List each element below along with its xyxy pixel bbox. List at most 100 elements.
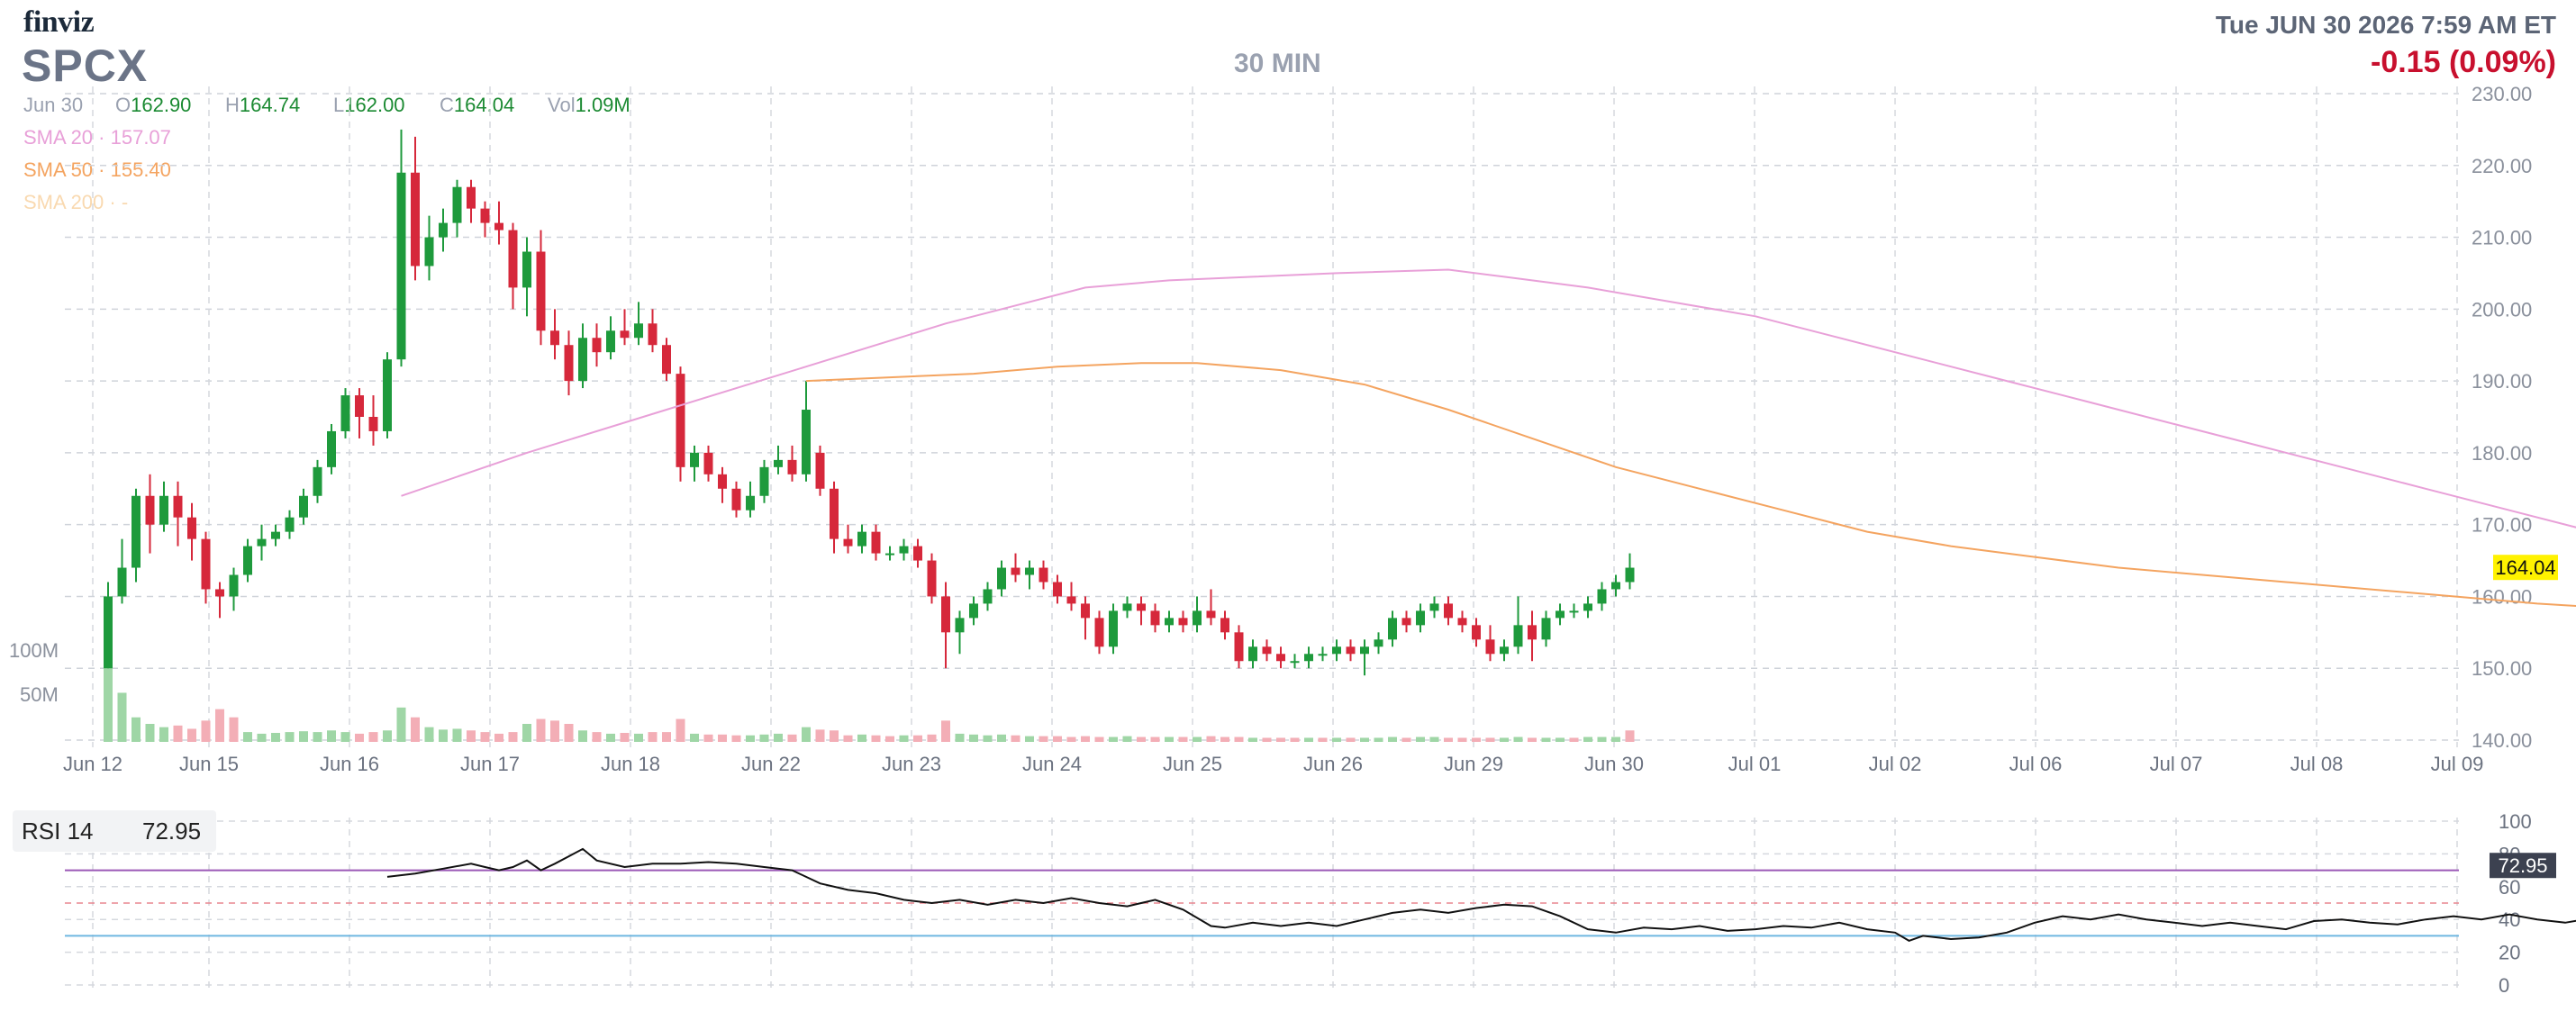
volume-bar: [1416, 736, 1425, 742]
candle-body: [830, 488, 839, 539]
price-axis-label: 170.00: [2472, 514, 2532, 537]
candle-body: [564, 345, 574, 382]
volume-bar: [746, 735, 755, 742]
candle-body: [843, 538, 853, 547]
datetime-label: Tue JUN 30 2026 7:59 AM ET: [2215, 11, 2556, 39]
volume-bar: [1513, 736, 1523, 742]
volume-bar: [1318, 737, 1328, 742]
date-axis-label: Jun 15: [179, 753, 239, 775]
volume-bar: [899, 735, 909, 742]
candle-body: [215, 589, 224, 597]
volume-axis-label: 100M: [9, 639, 59, 662]
candle-body: [522, 251, 531, 288]
volume-bar: [1583, 736, 1592, 742]
candle-body: [1416, 610, 1425, 626]
price-axis-label: 140.00: [2472, 729, 2532, 752]
candle-body: [173, 495, 183, 518]
candle-body: [1276, 654, 1285, 662]
volume-bar: [368, 732, 378, 742]
sma200-legend[interactable]: SMA 200 · -: [23, 191, 129, 213]
candle-body: [1429, 603, 1439, 611]
volume-bar: [1444, 737, 1453, 742]
date-axis-label: Jun 23: [882, 753, 941, 775]
candle-body: [983, 589, 993, 604]
volume-bar: [173, 725, 183, 742]
candle-body: [327, 430, 336, 467]
volume-bar: [941, 720, 950, 742]
volume-bar: [969, 734, 978, 742]
volume-bar: [439, 729, 448, 742]
timeframe-label[interactable]: 30 MIN: [1234, 49, 1321, 78]
volume-bar: [913, 735, 922, 742]
volume-bar: [522, 724, 531, 742]
price-axis-label: 200.00: [2472, 298, 2532, 321]
candle-body: [132, 495, 141, 568]
candle-body: [1011, 567, 1020, 575]
price-axis-label: 150.00: [2472, 657, 2532, 680]
volume-bar: [1388, 736, 1397, 742]
candle-body: [718, 474, 727, 489]
volume-bar: [1109, 736, 1118, 742]
volume-bar: [955, 733, 965, 742]
price-axis-label: 220.00: [2472, 155, 2532, 177]
rsi-last-badge: [2490, 853, 2556, 879]
candle-body: [243, 546, 252, 575]
last-price-label: 164.04: [2495, 556, 2555, 579]
candle-body: [1597, 589, 1607, 604]
candle-body: [1248, 646, 1257, 662]
volume-bar: [480, 732, 490, 742]
volume-bar: [1304, 737, 1313, 742]
volume-bar: [1248, 737, 1257, 742]
candle-body: [1583, 603, 1592, 611]
rsi-last-label: 72.95: [2498, 854, 2547, 877]
sma20-legend[interactable]: SMA 20 · 157.07: [23, 126, 171, 149]
candle-body: [159, 495, 168, 525]
rsi-axis-label: 0: [2499, 974, 2509, 997]
date-axis-label: Jun 12: [63, 753, 122, 775]
volume-bar: [1360, 737, 1369, 742]
candle-body: [1611, 582, 1620, 590]
price-axis-label: 190.00: [2472, 370, 2532, 393]
candle-body: [662, 345, 671, 375]
volume-bar: [1401, 737, 1411, 742]
finviz-logo[interactable]: finviz: [23, 5, 95, 39]
candle-body: [1094, 618, 1104, 647]
volume-bar: [718, 734, 727, 742]
candle-body: [899, 546, 909, 554]
volume-bar: [1025, 736, 1034, 742]
candle-body: [592, 338, 602, 353]
price-axis-label: 230.00: [2472, 83, 2532, 105]
date-axis-label: Jun 16: [320, 753, 379, 775]
candle-body: [703, 452, 713, 474]
volume-bar: [1193, 736, 1202, 742]
candle-body: [731, 488, 741, 511]
candle-body: [802, 410, 811, 474]
date-axis-label: Jul 08: [2290, 753, 2344, 775]
volume-bar: [927, 734, 937, 742]
candle-body: [1472, 625, 1481, 640]
rsi-legend-box[interactable]: [13, 810, 216, 852]
volume-bar: [104, 652, 113, 742]
volume-bar: [1178, 736, 1188, 742]
volume-bar: [1332, 737, 1341, 742]
volume-bar: [1374, 737, 1383, 742]
volume-bar: [159, 727, 168, 742]
volume-bar: [1457, 737, 1467, 742]
volume-bar: [1150, 736, 1160, 742]
candle-body: [1262, 646, 1272, 655]
volume-bar: [690, 733, 699, 742]
candle-body: [467, 186, 476, 209]
candle-body: [1122, 603, 1132, 611]
date-axis-label: Jun 29: [1444, 753, 1503, 775]
candle-body: [1513, 625, 1523, 647]
candle-body: [201, 538, 211, 590]
price-change: -0.15 (0.09%): [2371, 45, 2556, 79]
candle-body: [452, 186, 462, 223]
sma50-legend[interactable]: SMA 50 · 155.40: [23, 158, 171, 181]
candle-body: [1220, 618, 1229, 633]
volume-bar: [703, 734, 713, 742]
volume-bar: [1094, 736, 1104, 742]
volume-bar: [759, 734, 769, 742]
candle-body: [508, 230, 518, 288]
